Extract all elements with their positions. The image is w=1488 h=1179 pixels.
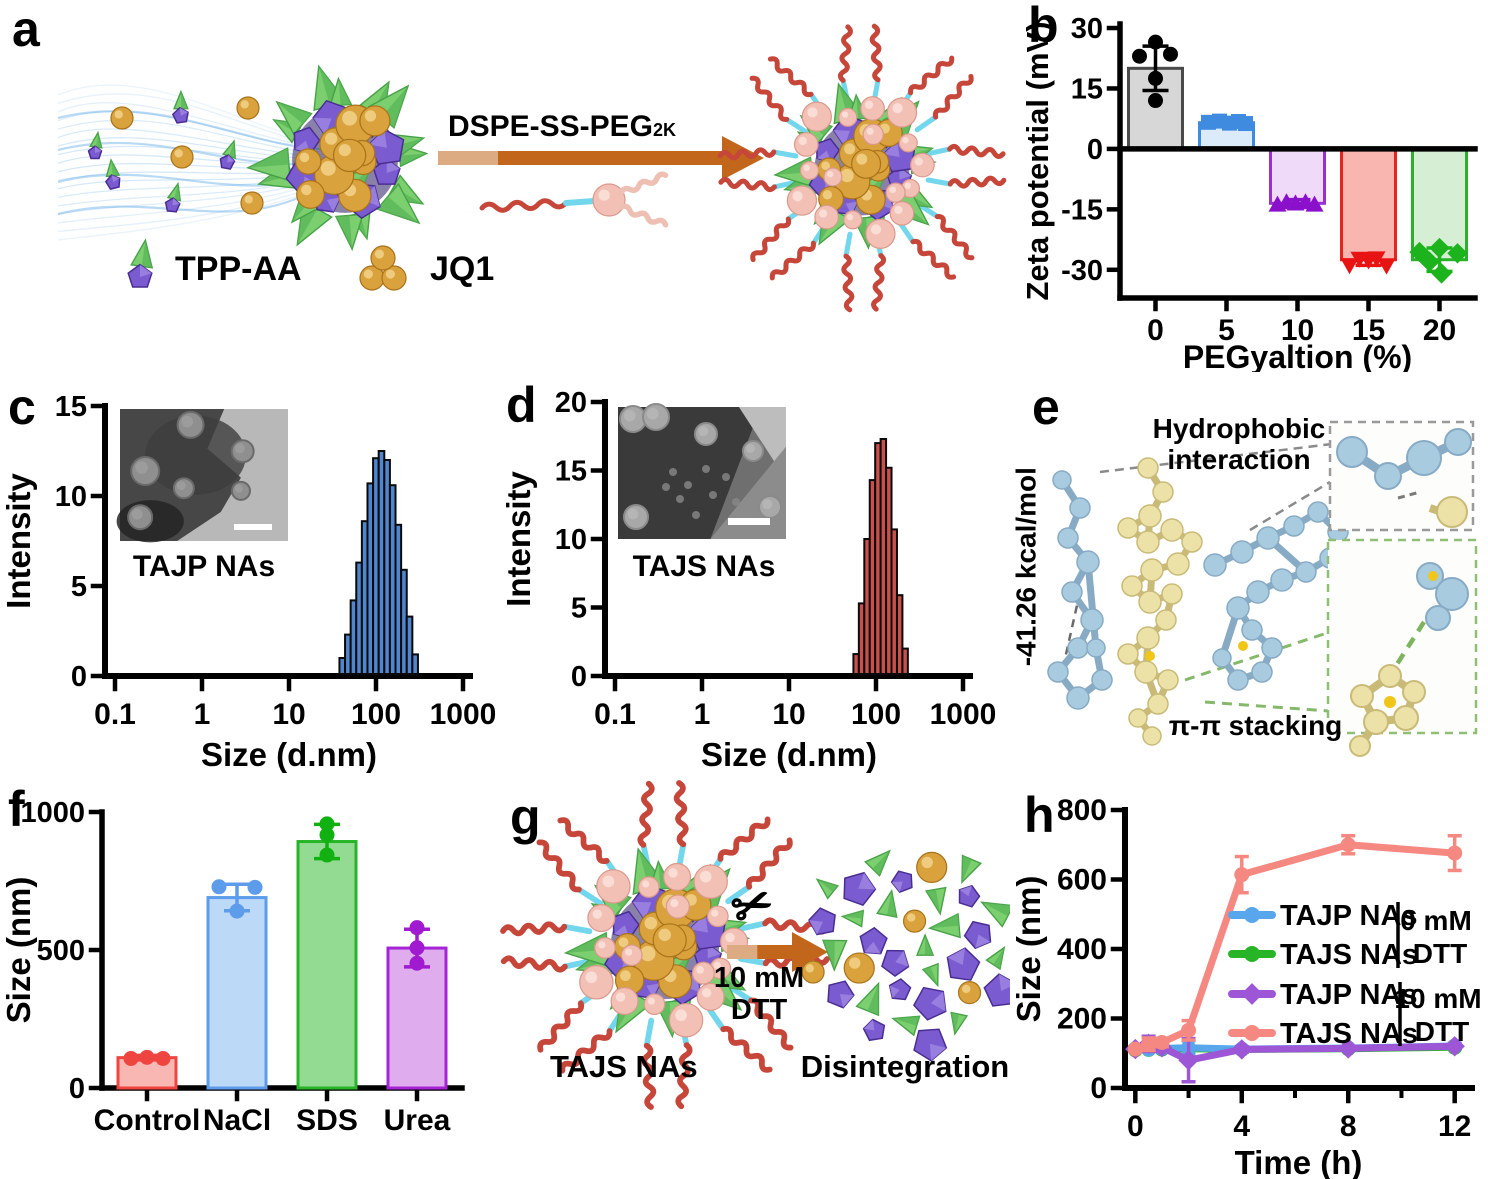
hydrophobic-line2: interaction: [1167, 444, 1311, 476]
dtt-arrow-label: 10 mM DTT: [705, 962, 813, 1027]
svg-text:15: 15: [55, 391, 87, 423]
svg-text:0: 0: [1127, 1110, 1144, 1143]
svg-text:Zeta potential (mV): Zeta potential (mV): [1020, 21, 1055, 300]
panel-a-assembly-diagram: [57, 23, 1007, 313]
panel-g-disintegration-diagram: ✂: [500, 780, 1010, 1110]
legend-tpp-aa-label: TPP-AA: [175, 250, 302, 288]
svg-text:TAJP NAs: TAJP NAs: [1280, 979, 1418, 1011]
svg-text:PEGyaltion (%): PEGyaltion (%): [1183, 339, 1412, 372]
panel-f-stability-chart: 0 500 1000 Control NaCl SDS Urea Size (nm): [0, 797, 465, 1137]
panel-d-dls-chart: 0 5 10 15 20 0.1 1 10 100 1000 Intensity Size (d.nm…: [500, 387, 997, 773]
hydrophobic-interaction-label: Hydrophobic interaction: [1140, 413, 1338, 476]
panel-f-letter: f: [8, 781, 25, 837]
tajs-nas-label: TAJS NAs: [550, 1049, 698, 1084]
svg-text:0 mM: 0 mM: [1400, 905, 1472, 936]
svg-text:Size (d.nm): Size (d.nm): [701, 736, 877, 773]
arrow-label-main: DSPE-SS-PEG: [447, 110, 654, 143]
svg-text:400: 400: [1057, 933, 1107, 966]
pi-pi-stacking-label: π-π stacking: [1168, 710, 1343, 741]
svg-text:0: 0: [571, 661, 587, 693]
svg-text:0.1: 0.1: [594, 698, 636, 731]
svg-text:1: 1: [694, 698, 711, 731]
svg-text:Urea: Urea: [384, 1104, 451, 1137]
svg-text:10 mM: 10 mM: [1394, 983, 1481, 1014]
svg-text:1000: 1000: [20, 797, 85, 829]
dtt-line1: 10 mM: [713, 962, 805, 994]
panel-c-dls-chart: 0 5 10 15 0.1 1 10 100 1000 Intensity Size (d.nm) T…: [0, 391, 497, 773]
panel-h-letter: h: [1024, 787, 1055, 843]
svg-text:5: 5: [571, 593, 587, 625]
svg-text:5: 5: [1218, 314, 1235, 347]
svg-text:1000: 1000: [930, 698, 997, 731]
svg-text:-30: -30: [1061, 255, 1103, 287]
svg-text:10: 10: [1281, 314, 1314, 347]
panel-b-zeta-chart: 30 15 0 -15 -30 0 5 10 15 20 Zeta potential (mV) PE…: [1020, 13, 1478, 372]
panel-e-molecular-diagram: [1047, 420, 1478, 757]
panel-a-letter: a: [12, 1, 40, 57]
svg-text:Size (nm): Size (nm): [1010, 876, 1047, 1023]
svg-text:0: 0: [1147, 314, 1164, 347]
svg-text:Control: Control: [94, 1104, 201, 1137]
svg-text:Intensity: Intensity: [500, 471, 537, 607]
svg-text:600: 600: [1057, 864, 1107, 897]
svg-text:0: 0: [69, 1073, 85, 1105]
arrow-label-dspe: DSPE-SS-PEG2K: [437, 110, 687, 144]
svg-text:TAJP NAs: TAJP NAs: [1280, 900, 1418, 932]
svg-text:12: 12: [1438, 1110, 1471, 1143]
disintegration-label: Disintegration: [800, 1049, 1010, 1084]
svg-text:Size (nm): Size (nm): [0, 877, 37, 1024]
svg-text:4: 4: [1233, 1110, 1250, 1143]
svg-text:TAJP NAs: TAJP NAs: [133, 550, 275, 583]
svg-text:0: 0: [1087, 134, 1103, 166]
svg-text:5: 5: [71, 571, 87, 603]
panel-g-letter: g: [510, 789, 541, 845]
svg-text:20: 20: [555, 387, 587, 419]
dtt-line2: DTT: [730, 994, 788, 1027]
svg-text:Intensity: Intensity: [0, 473, 37, 609]
panel-b-letter: b: [1028, 0, 1059, 53]
panel-c-letter: c: [8, 379, 36, 435]
svg-text:TAJS NAs: TAJS NAs: [633, 550, 776, 583]
svg-text:1000: 1000: [430, 698, 497, 731]
panel-h-dtt-chart: 0 200 400 600 800 0 4 8 12 Size (nm) Time (h) TAJP …: [1010, 794, 1482, 1179]
panel-d-letter: d: [506, 377, 537, 433]
svg-text:0: 0: [1090, 1072, 1107, 1105]
svg-text:10: 10: [555, 524, 587, 556]
svg-text:30: 30: [1071, 13, 1103, 45]
svg-text:15: 15: [555, 456, 587, 488]
svg-text:NaCl: NaCl: [203, 1104, 271, 1137]
svg-text:15: 15: [1071, 73, 1103, 105]
svg-text:15: 15: [1352, 314, 1385, 347]
svg-text:8: 8: [1340, 1110, 1357, 1143]
svg-text:10: 10: [272, 698, 305, 731]
svg-text:TAJS NAs: TAJS NAs: [1280, 1018, 1418, 1050]
svg-text:-15: -15: [1061, 194, 1103, 226]
svg-text:0: 0: [71, 661, 87, 693]
panel-e-letter: e: [1032, 379, 1060, 435]
svg-text:1: 1: [194, 698, 211, 731]
svg-text:Time (h): Time (h): [1235, 1144, 1363, 1179]
svg-text:0.1: 0.1: [94, 698, 136, 731]
svg-text:20: 20: [1423, 314, 1456, 347]
binding-energy-label: -41.26 kcal/mol: [1010, 467, 1042, 667]
svg-text:100: 100: [851, 698, 901, 731]
svg-text:10: 10: [772, 698, 805, 731]
svg-text:200: 200: [1057, 1003, 1107, 1036]
svg-text:800: 800: [1057, 794, 1107, 827]
svg-text:10: 10: [55, 481, 87, 513]
svg-text:DTT: DTT: [1415, 1016, 1469, 1047]
legend-jq1-label: JQ1: [430, 250, 495, 288]
svg-text:100: 100: [351, 698, 401, 731]
arrow-label-sub: 2K: [653, 120, 677, 140]
svg-text:DTT: DTT: [1413, 938, 1467, 969]
svg-text:TAJS NAs: TAJS NAs: [1280, 939, 1418, 971]
svg-text:SDS: SDS: [296, 1104, 358, 1137]
svg-text:Size (d.nm): Size (d.nm): [201, 736, 377, 773]
svg-text:500: 500: [37, 935, 85, 967]
hydrophobic-line1: Hydrophobic: [1152, 413, 1326, 444]
